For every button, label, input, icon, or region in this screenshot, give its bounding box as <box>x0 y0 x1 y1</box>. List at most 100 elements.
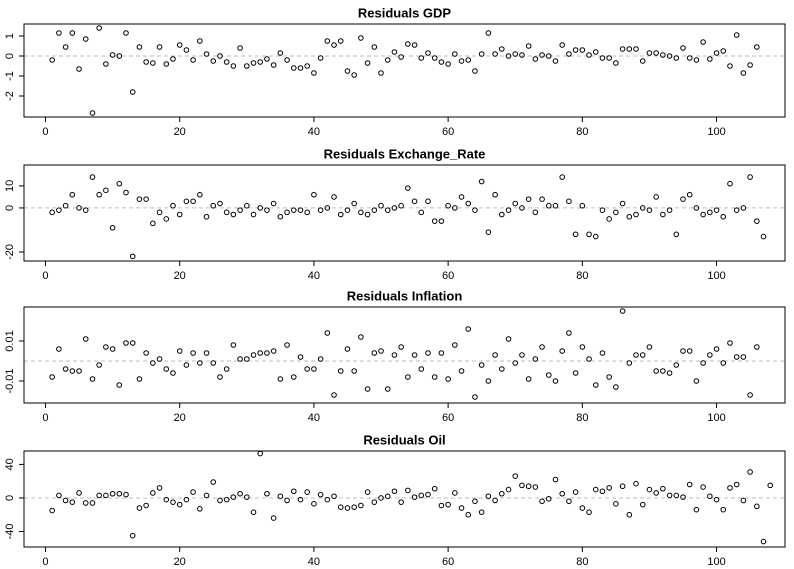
point <box>559 348 566 354</box>
point <box>197 38 203 44</box>
point <box>183 496 190 503</box>
point <box>633 480 639 487</box>
point <box>425 50 431 56</box>
point <box>512 51 519 57</box>
point <box>418 55 425 61</box>
point <box>223 366 230 372</box>
point <box>284 209 290 216</box>
point <box>566 198 572 205</box>
point <box>237 356 243 362</box>
point <box>680 494 686 500</box>
point <box>56 207 62 213</box>
point <box>56 346 62 352</box>
point <box>566 330 572 336</box>
point <box>290 374 297 380</box>
point <box>552 378 559 384</box>
point <box>431 55 438 61</box>
point <box>559 490 566 497</box>
point <box>478 178 485 185</box>
point <box>465 511 472 518</box>
point <box>411 494 418 500</box>
point <box>425 491 431 498</box>
point <box>613 501 619 507</box>
point <box>666 492 673 499</box>
point <box>237 490 243 497</box>
point <box>163 366 170 372</box>
point <box>156 356 163 362</box>
point <box>391 488 398 495</box>
point <box>109 490 116 497</box>
y-tick-label: 1 <box>4 33 16 39</box>
x-tick-label: 80 <box>576 556 588 568</box>
x-tick-label: 0 <box>42 556 48 568</box>
point <box>69 30 76 36</box>
point <box>686 348 693 354</box>
point <box>720 48 727 54</box>
x-tick-label: 60 <box>442 412 454 424</box>
point <box>250 352 257 358</box>
point <box>720 360 727 366</box>
point <box>505 207 512 213</box>
point <box>747 392 753 398</box>
point <box>545 372 552 378</box>
point <box>217 53 223 59</box>
point <box>666 370 673 376</box>
point <box>69 499 76 505</box>
point <box>559 174 566 180</box>
point <box>136 44 143 50</box>
point <box>579 344 586 350</box>
point <box>378 348 384 354</box>
panel: Residuals Inflation 0 20 40 60 80 100 -0.01 0.01 <box>4 288 786 424</box>
point <box>304 209 310 216</box>
point <box>243 494 250 500</box>
point <box>660 211 666 218</box>
point <box>452 205 458 211</box>
point <box>210 58 217 64</box>
plot-frame <box>23 306 786 404</box>
point <box>472 498 478 505</box>
point <box>378 70 384 76</box>
point <box>418 366 425 372</box>
point <box>653 50 659 56</box>
point <box>197 506 203 512</box>
point <box>499 46 505 52</box>
point <box>579 505 586 511</box>
point <box>351 368 357 374</box>
point <box>505 486 512 493</box>
x-tick-label: 20 <box>174 126 186 138</box>
point <box>304 63 310 69</box>
point <box>599 55 606 61</box>
point <box>156 209 163 216</box>
point <box>673 231 680 238</box>
point <box>405 41 411 47</box>
point <box>264 490 270 497</box>
point <box>519 352 525 358</box>
point <box>49 507 55 514</box>
point <box>713 496 720 503</box>
point <box>197 360 203 366</box>
point <box>190 489 196 495</box>
x-tick-label: 0 <box>42 270 48 282</box>
point <box>639 205 646 211</box>
x-tick-label: 40 <box>308 270 320 282</box>
point <box>150 60 156 66</box>
point <box>740 497 747 504</box>
point <box>96 191 102 198</box>
point <box>653 194 659 200</box>
point <box>700 211 706 218</box>
point <box>512 200 519 207</box>
point <box>290 65 297 71</box>
point <box>257 59 264 65</box>
point <box>311 70 317 76</box>
point <box>364 386 371 392</box>
point <box>190 57 196 63</box>
point <box>250 211 257 218</box>
point <box>727 63 733 69</box>
point <box>217 497 223 504</box>
point <box>391 205 398 211</box>
x-tick-label: 20 <box>174 556 186 568</box>
point <box>82 336 89 342</box>
point <box>545 495 552 502</box>
point <box>666 53 673 59</box>
point <box>592 49 599 55</box>
